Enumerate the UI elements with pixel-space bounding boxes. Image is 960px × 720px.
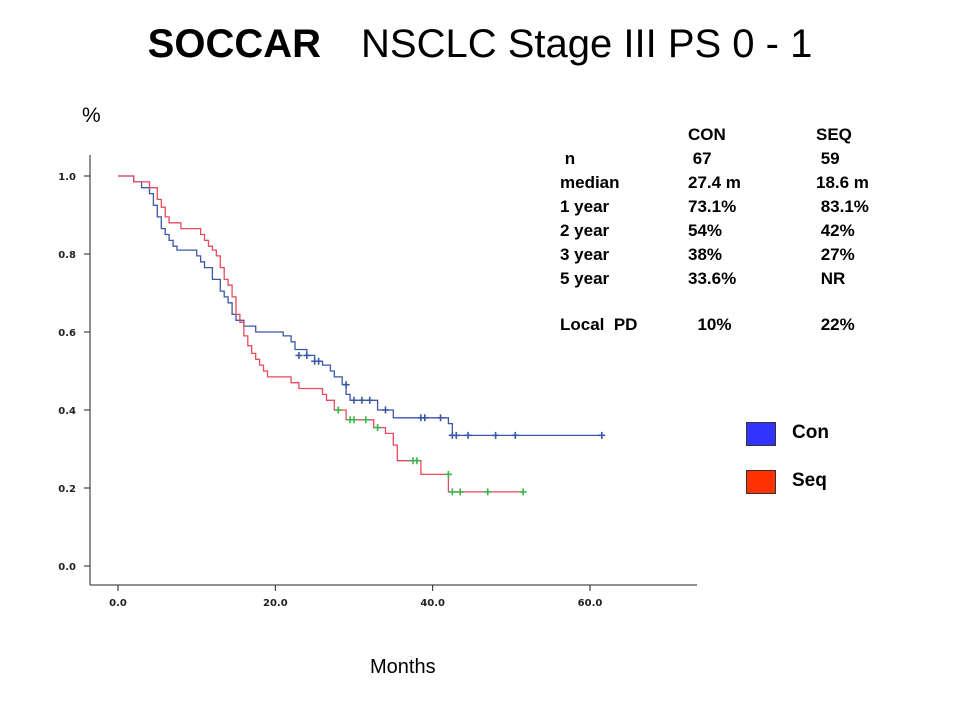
censor-mark-seq	[350, 416, 358, 424]
stats-seq: NR	[816, 269, 846, 288]
stats-label: 2 year	[560, 221, 610, 240]
censor-mark-con	[421, 414, 429, 422]
title-main: SOCCAR	[147, 22, 322, 66]
censor-mark-seq	[334, 406, 342, 414]
stats-seq: 27%	[816, 245, 855, 264]
censor-mark-seq	[413, 457, 421, 465]
censor-mark-con	[366, 396, 374, 404]
stats-label: 1 year	[560, 197, 610, 216]
censor-mark-seq	[519, 488, 527, 496]
stats-seq: 22%	[816, 315, 855, 334]
stats-row: 1 year 73.1% 83.1%	[560, 197, 869, 221]
censor-mark-con	[342, 381, 350, 389]
censor-mark-con	[358, 396, 366, 404]
stats-seq: 42%	[816, 221, 855, 240]
stats-header-cell	[560, 125, 688, 149]
x-tick-label: 0.0	[109, 598, 127, 609]
stats-row: 5 year 33.6% NR	[560, 269, 869, 293]
stats-label: 3 year	[560, 245, 610, 264]
x-tick-label: 60.0	[578, 598, 603, 609]
y-tick-label: 1.0	[58, 172, 76, 183]
y-axis-label: %	[82, 104, 101, 127]
stats-label: n	[560, 149, 576, 168]
censor-marks	[295, 351, 606, 496]
censor-mark-con	[315, 357, 323, 365]
stats-row: median 27.4 m 18.6 m	[560, 173, 869, 197]
x-tick-label: 40.0	[420, 598, 445, 609]
stats-seq: 59	[816, 149, 840, 168]
legend-label-seq: Seq	[792, 470, 827, 491]
stats-table: CON SEQ n 67 59 median 27.4 m 18.6 m 1 y…	[560, 125, 869, 339]
stats-seq: 18.6 m	[816, 173, 869, 192]
censor-mark-seq	[484, 488, 492, 496]
x-axis-label: Months	[370, 656, 436, 678]
stats-spacer	[560, 293, 869, 315]
stats-con: 54%	[688, 221, 723, 240]
x-tick-label: 20.0	[263, 598, 288, 609]
series-line-con	[118, 175, 602, 437]
stats-row: 2 year 54% 42%	[560, 221, 869, 245]
legend-label-con: Con	[792, 422, 829, 443]
stats-con: 10%	[688, 315, 732, 334]
stats-seq: 83.1%	[816, 197, 869, 216]
censor-mark-con	[350, 396, 358, 404]
censor-mark-seq	[362, 416, 370, 424]
y-tick-label: 0.6	[58, 328, 76, 339]
censor-mark-seq	[456, 488, 464, 496]
stats-header-con: CON	[688, 125, 726, 144]
censor-mark-seq	[444, 470, 452, 478]
stats-header-row: CON SEQ	[560, 125, 869, 149]
y-tick-label: 0.8	[58, 250, 76, 261]
stats-con: 33.6%	[688, 269, 737, 288]
stats-row: n 67 59	[560, 149, 869, 173]
slide-title: SOCCAR NSCLC Stage III PS 0 - 1	[0, 22, 960, 67]
y-tick-label: 0.2	[58, 484, 76, 495]
series-line-seq	[118, 175, 524, 493]
stats-row-local-pd: Local PD 10% 22%	[560, 315, 869, 339]
stats-header-seq: SEQ	[816, 125, 852, 144]
censor-mark-seq	[374, 424, 382, 432]
stats-spacer-row	[560, 293, 869, 315]
stats-con: 67	[688, 149, 712, 168]
series	[118, 175, 602, 493]
y-tick-label: 0.4	[58, 406, 76, 417]
stats-row: 3 year 38% 27%	[560, 245, 869, 269]
stats-label: Local PD	[560, 315, 638, 334]
stats-label: median	[560, 173, 620, 192]
stats-label: 5 year	[560, 269, 610, 288]
stats-con: 73.1%	[688, 197, 737, 216]
censor-mark-con	[303, 351, 311, 359]
censor-mark-seq	[448, 488, 456, 496]
censor-mark-con	[381, 406, 389, 414]
censor-mark-con	[437, 414, 445, 422]
legend-swatch-con	[746, 422, 776, 446]
censor-mark-con	[452, 431, 460, 439]
y-tick-label: 0.0	[58, 562, 76, 573]
censor-mark-con	[295, 351, 303, 359]
censor-mark-con	[598, 431, 606, 439]
legend-swatch-seq	[746, 470, 776, 494]
axes	[89, 155, 697, 586]
stats-con: 38%	[688, 245, 723, 264]
stats-con: 27.4 m	[688, 173, 741, 192]
censor-mark-con	[464, 431, 472, 439]
ticks: 0.0 0.2 0.4 0.6 0.8 1.0 0.0 20.0 40.0 60.0	[58, 172, 602, 609]
censor-mark-con	[492, 431, 500, 439]
censor-mark-con	[511, 431, 519, 439]
title-sub: NSCLC Stage III PS 0 - 1	[361, 22, 813, 66]
